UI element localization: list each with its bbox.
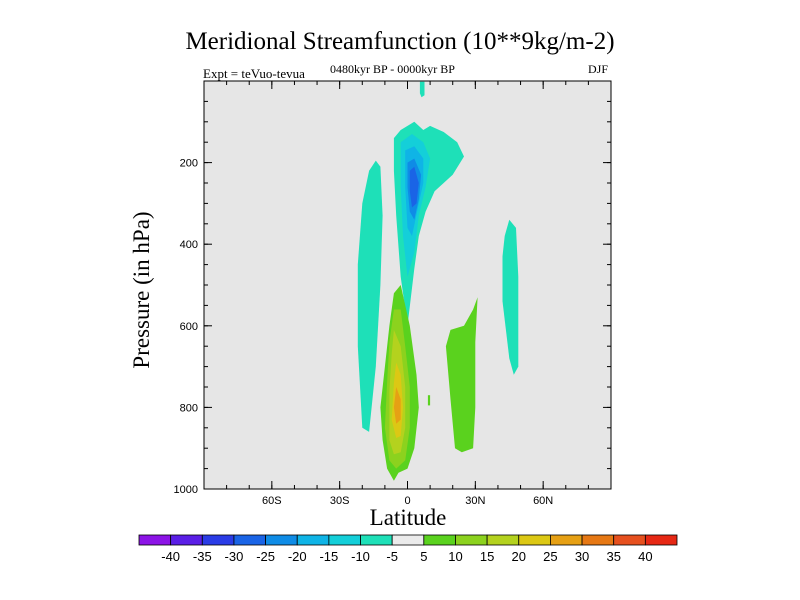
x-tick-label: 60N — [533, 495, 553, 507]
colorbar-label: 10 — [448, 549, 462, 564]
colorbar-label: -30 — [225, 549, 244, 564]
colorbar-label: -10 — [351, 549, 370, 564]
contour-region-negative-upper-narrow — [419, 81, 425, 98]
x-tick-label: 30N — [465, 495, 485, 507]
colorbar-swatch — [613, 534, 646, 546]
contour-region-positive-small-patch — [427, 395, 431, 406]
colorbar-label: -15 — [319, 549, 338, 564]
colorbar-swatch — [233, 534, 266, 546]
x-axis-label: Latitude — [369, 505, 447, 530]
colorbar-label: 20 — [512, 549, 526, 564]
y-tick-label: 600 — [180, 321, 198, 333]
y-tick-label: 1000 — [174, 484, 198, 496]
colorbar-label: -5 — [386, 549, 398, 564]
contour-region-negative-southern-band — [357, 160, 383, 432]
colorbar-swatch — [138, 534, 172, 546]
plot-area — [204, 81, 611, 489]
colorbar-swatch — [201, 534, 235, 546]
colorbar-swatch — [486, 534, 520, 546]
y-tick-label: 800 — [180, 402, 198, 414]
axes: 60S 30S 0 30N 60N 200 400 600 800 1000 — [174, 80, 612, 507]
colorbar-label: -20 — [288, 549, 307, 564]
contour-region-positive-northern-cell — [445, 297, 478, 453]
contour-region-positive-level-25 — [393, 387, 401, 424]
chart-subtitle: 0480kyr BP - 0000kyr BP — [330, 62, 455, 76]
y-tick-label: 200 — [180, 158, 198, 170]
colorbar-swatch — [170, 534, 203, 546]
contour-region-negative-northern-band — [502, 219, 519, 375]
colorbar-label: 15 — [480, 549, 494, 564]
colorbar-swatch — [296, 534, 330, 546]
colorbar-swatch — [550, 534, 583, 546]
colorbar-swatch — [423, 534, 456, 546]
season-label: DJF — [588, 62, 609, 76]
x-tick-label: 0 — [404, 495, 410, 507]
colorbar-label: 25 — [543, 549, 557, 564]
colorbar-swatch — [360, 534, 393, 546]
colorbar-swatch — [265, 534, 298, 546]
colorbar-label: 40 — [638, 549, 652, 564]
experiment-label: Expt = teVuo-tevua — [203, 66, 305, 81]
colorbar-swatch — [455, 534, 488, 546]
colorbar: -40 -35 -30 -25 -20 -15 -10 -5 5 10 15 20 25 30 35 40 — [138, 534, 678, 564]
colorbar-label: 35 — [606, 549, 620, 564]
x-tick-label: 30S — [330, 495, 350, 507]
colorbar-label: 30 — [575, 549, 589, 564]
colorbar-label: -25 — [256, 549, 275, 564]
colorbar-label: -40 — [161, 549, 180, 564]
colorbar-swatch — [518, 534, 551, 546]
chart-title: Meridional Streamfunction (10**9kg/m-2) — [185, 28, 615, 55]
colorbar-swatch — [581, 534, 615, 546]
colorbar-swatch — [391, 534, 425, 546]
x-tick-label: 60S — [262, 495, 282, 507]
colorbar-label: -35 — [193, 549, 212, 564]
colorbar-swatch — [644, 534, 678, 546]
contour-region-negative-core-level-25 — [409, 166, 419, 208]
colorbar-label: 5 — [420, 549, 427, 564]
y-tick-label: 400 — [180, 239, 198, 251]
colorbar-swatch — [328, 534, 361, 546]
